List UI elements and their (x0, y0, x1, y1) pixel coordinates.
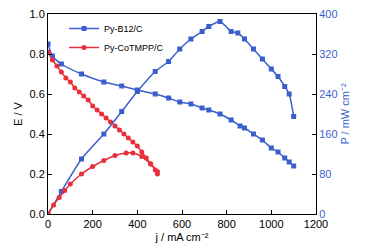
svg-text:200: 200 (83, 218, 101, 230)
svg-text:Py-CoTMPP/C: Py-CoTMPP/C (104, 43, 164, 53)
svg-text:0.8: 0.8 (30, 48, 45, 60)
svg-text:0.2: 0.2 (30, 168, 45, 180)
svg-text:400: 400 (319, 8, 337, 20)
svg-text:1200: 1200 (304, 218, 328, 230)
svg-text:Py-B12/C: Py-B12/C (104, 24, 143, 34)
svg-text:1000: 1000 (259, 218, 283, 230)
svg-text:400: 400 (128, 218, 146, 230)
svg-text:j / mA cm⁻²: j / mA cm⁻² (155, 231, 209, 243)
svg-text:600: 600 (173, 218, 191, 230)
svg-text:0: 0 (319, 208, 325, 220)
svg-text:0: 0 (45, 218, 51, 230)
svg-text:240: 240 (319, 88, 337, 100)
svg-text:800: 800 (217, 218, 235, 230)
svg-text:P / mW cm⁻²: P / mW cm⁻² (339, 83, 351, 145)
svg-text:0.0: 0.0 (30, 208, 45, 220)
svg-text:160: 160 (319, 128, 337, 140)
svg-text:E / V: E / V (12, 101, 24, 126)
svg-text:0.4: 0.4 (30, 128, 45, 140)
svg-text:320: 320 (319, 48, 337, 60)
svg-text:0.6: 0.6 (30, 88, 45, 100)
svg-text:80: 80 (319, 168, 331, 180)
svg-text:1.0: 1.0 (30, 8, 45, 20)
